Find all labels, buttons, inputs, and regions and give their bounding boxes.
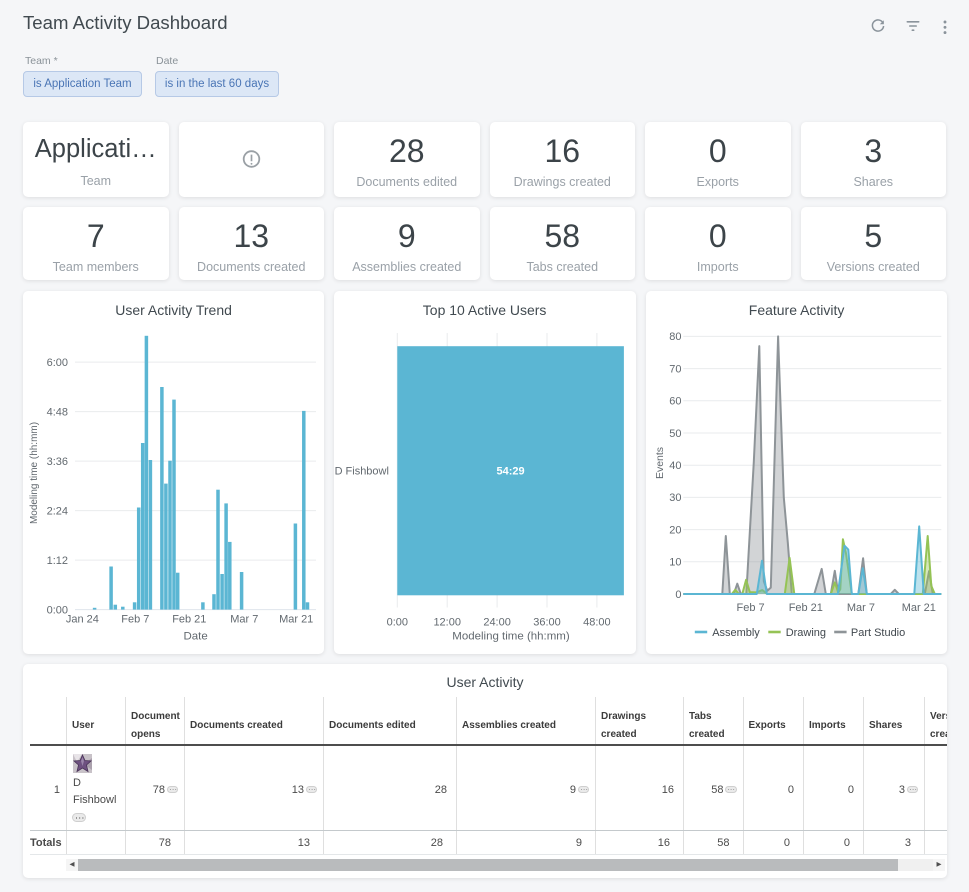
svg-text:Part Studio: Part Studio (851, 627, 905, 639)
svg-text:24:00: 24:00 (484, 616, 512, 628)
svg-text:30: 30 (669, 492, 681, 504)
svg-text:Modeling time (hh:mm): Modeling time (hh:mm) (453, 630, 571, 642)
svg-text:Feb 7: Feb 7 (736, 602, 764, 614)
svg-text:Events: Events (655, 447, 666, 479)
svg-text:36:00: 36:00 (534, 616, 562, 628)
svg-text:Drawing: Drawing (785, 627, 825, 639)
svg-text:60: 60 (669, 396, 681, 408)
svg-text:4:48: 4:48 (47, 406, 68, 418)
svg-text:Jan 24: Jan 24 (66, 613, 99, 625)
svg-text:Mar 7: Mar 7 (230, 613, 258, 625)
svg-text:Mar 7: Mar 7 (847, 602, 875, 614)
svg-text:0:00: 0:00 (47, 604, 68, 616)
svg-text:1:12: 1:12 (47, 555, 68, 567)
svg-text:Top 10 Active Users: Top 10 Active Users (423, 302, 547, 318)
svg-text:12:00: 12:00 (434, 616, 462, 628)
svg-text:54:29: 54:29 (497, 466, 525, 478)
svg-text:70: 70 (669, 363, 681, 375)
svg-text:Date: Date (183, 630, 207, 642)
svg-text:40: 40 (669, 460, 681, 472)
svg-text:Mar 21: Mar 21 (279, 613, 313, 625)
svg-text:Feb 7: Feb 7 (121, 613, 149, 625)
svg-text:2:24: 2:24 (47, 505, 68, 517)
svg-text:0:00: 0:00 (387, 616, 408, 628)
svg-text:3:36: 3:36 (47, 456, 68, 468)
svg-text:50: 50 (669, 428, 681, 440)
svg-text:20: 20 (669, 524, 681, 536)
svg-text:10: 10 (669, 557, 681, 569)
svg-text:Feb 21: Feb 21 (172, 613, 206, 625)
svg-text:User Activity Trend: User Activity Trend (115, 302, 232, 318)
svg-text:Mar 21: Mar 21 (901, 602, 935, 614)
svg-text:6:00: 6:00 (47, 357, 68, 369)
svg-text:Feature Activity: Feature Activity (748, 302, 844, 318)
svg-text:Modeling time (hh:mm): Modeling time (hh:mm) (29, 422, 40, 524)
svg-text:Feb 21: Feb 21 (788, 602, 822, 614)
svg-text:48:00: 48:00 (583, 616, 611, 628)
svg-text:Assembly: Assembly (712, 627, 760, 639)
svg-text:D Fishbowl: D Fishbowl (335, 466, 389, 478)
svg-text:80: 80 (669, 331, 681, 343)
svg-text:0: 0 (675, 589, 681, 601)
